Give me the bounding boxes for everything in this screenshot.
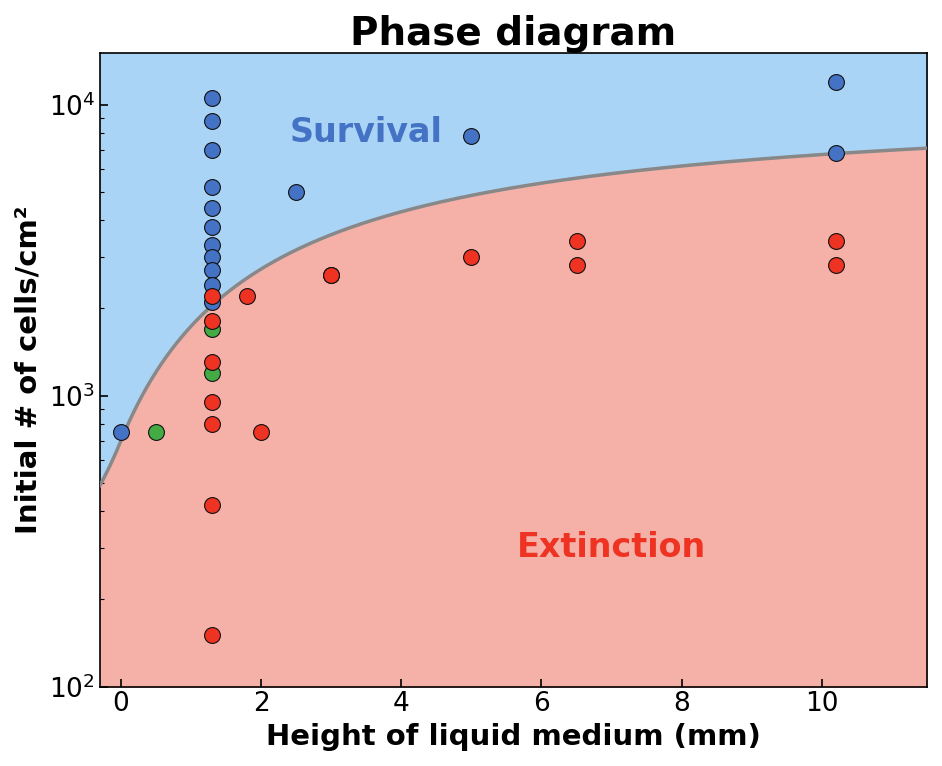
Text: Extinction: Extinction <box>517 532 706 565</box>
Point <box>288 186 303 198</box>
Point <box>204 143 219 155</box>
Point <box>204 250 219 263</box>
Point <box>204 296 219 308</box>
Point <box>828 75 843 87</box>
Point <box>463 130 479 142</box>
Point <box>204 264 219 277</box>
Point <box>463 250 479 263</box>
X-axis label: Height of liquid medium (mm): Height of liquid medium (mm) <box>266 723 761 751</box>
Point <box>149 426 164 438</box>
Text: Survival: Survival <box>290 116 443 149</box>
Point <box>204 322 219 335</box>
Point <box>204 279 219 291</box>
Title: Phase diagram: Phase diagram <box>350 15 676 53</box>
Point <box>569 235 584 247</box>
Y-axis label: Initial # of cells/cm²: Initial # of cells/cm² <box>15 206 43 534</box>
Point <box>204 290 219 302</box>
Point <box>828 147 843 159</box>
Point <box>204 202 219 214</box>
Point <box>204 366 219 378</box>
Point <box>569 260 584 272</box>
Point <box>204 115 219 127</box>
Point <box>828 260 843 272</box>
Point <box>239 290 254 302</box>
Point <box>204 356 219 368</box>
Point <box>204 499 219 512</box>
Point <box>204 396 219 408</box>
Point <box>324 269 339 281</box>
Point <box>828 235 843 247</box>
Point <box>253 426 268 438</box>
Point <box>204 238 219 250</box>
Point <box>204 181 219 193</box>
Point <box>113 426 128 438</box>
Point <box>204 315 219 327</box>
Point <box>204 221 219 233</box>
Point <box>204 92 219 104</box>
Point <box>204 417 219 430</box>
Point <box>324 269 339 281</box>
Point <box>204 629 219 641</box>
